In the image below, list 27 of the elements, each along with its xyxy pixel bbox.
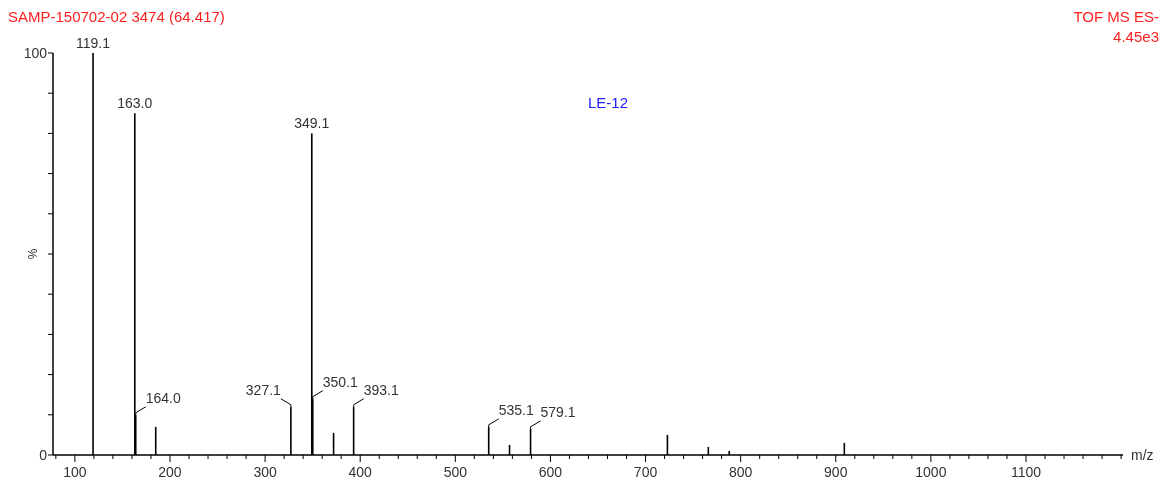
annotation: 327.1 — [245, 381, 282, 398]
x-tick-label: 600 — [538, 464, 563, 480]
annotation: 535.1 — [498, 401, 534, 418]
annotation: 349.1 — [294, 115, 330, 132]
x-tick-label: 300 — [253, 464, 277, 480]
chart-title: SAMP-150702-02 3474 (64.417) — [8, 8, 225, 25]
x-axis-title: m/z — [1131, 446, 1154, 463]
x-tick-label: 100 — [63, 464, 87, 480]
annotation: 393.1 — [363, 381, 399, 398]
annotation: 579.1 — [540, 403, 576, 420]
x-tick-label: 1000 — [915, 464, 947, 480]
text: TOF MS ES- — [1073, 8, 1159, 25]
annotation: 163.0 — [117, 95, 153, 112]
text: 4.45e3 — [1113, 28, 1159, 45]
annotation: LE-12 — [588, 94, 629, 111]
x-tick-label: 200 — [158, 464, 182, 480]
x-tick-label: 700 — [633, 464, 658, 480]
annotation: 350.1 — [322, 373, 358, 390]
annotation: 119.1 — [76, 35, 111, 51]
x-tick-label: 900 — [824, 464, 848, 480]
y-axis-title: % — [26, 248, 41, 260]
x-tick-label: 500 — [443, 464, 468, 480]
y-tick-label: 0 — [39, 446, 48, 463]
annotation: 164.0 — [145, 389, 181, 406]
x-tick-label: 1100 — [1010, 464, 1042, 480]
x-tick-label: 800 — [728, 464, 753, 480]
x-tick-label: 400 — [348, 464, 373, 480]
